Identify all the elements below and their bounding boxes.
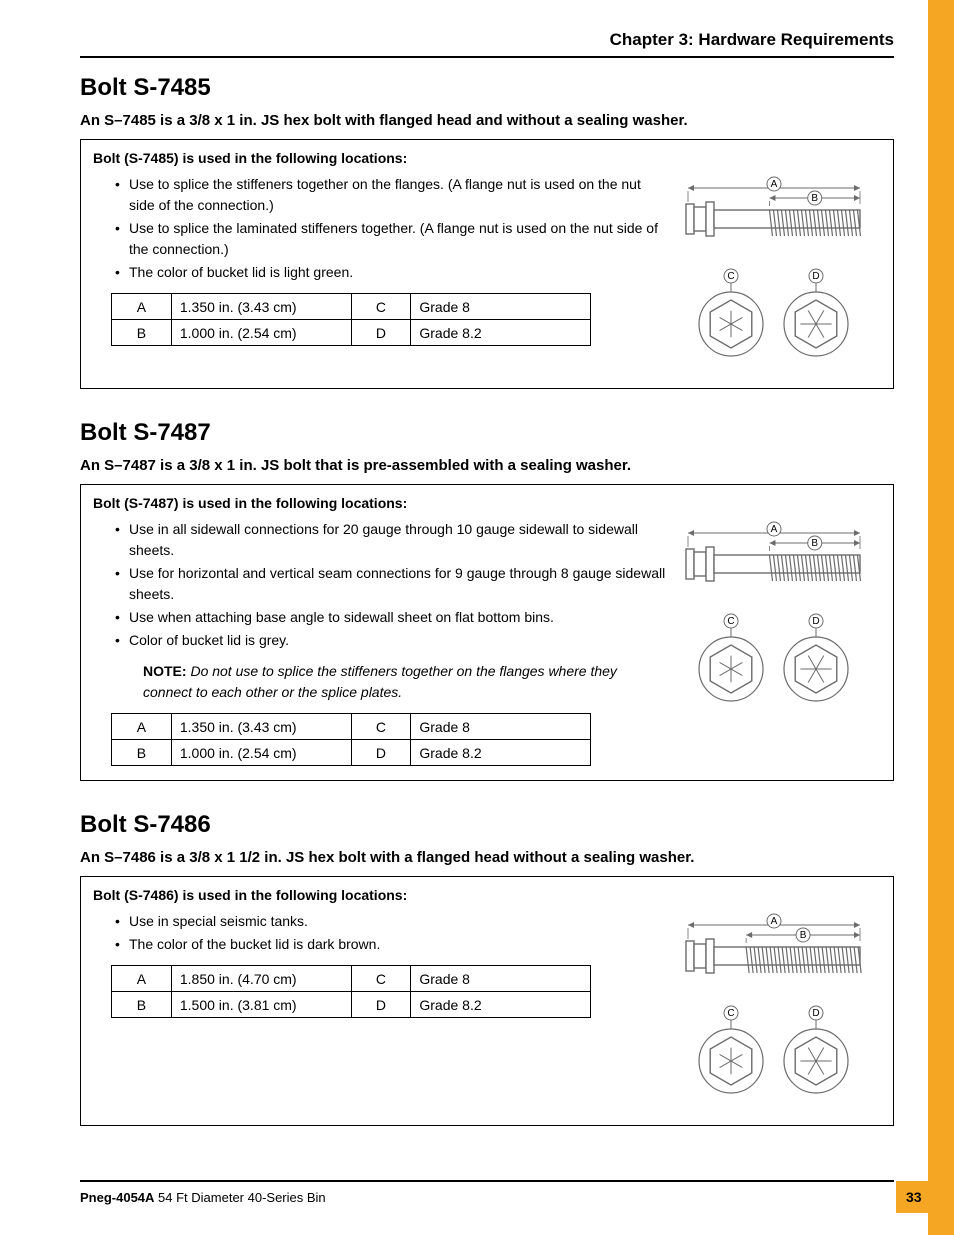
dim-value: 1.500 in. (3.81 cm) (171, 992, 351, 1018)
svg-text:B: B (800, 930, 807, 941)
dim-value: 1.850 in. (4.70 cm) (171, 966, 351, 992)
usage-item: Use when attaching base angle to sidewal… (129, 607, 666, 628)
dim-label: C (351, 714, 411, 740)
bolt-diagram: A B C (676, 911, 881, 1111)
dim-value: 1.000 in. (2.54 cm) (171, 740, 351, 766)
svg-text:D: D (812, 271, 819, 282)
dim-value: 1.350 in. (3.43 cm) (171, 714, 351, 740)
svg-text:D: D (812, 616, 819, 627)
bolt-description: An S–7485 is a 3/8 x 1 in. JS hex bolt w… (80, 112, 894, 129)
usage-item: The color of bucket lid is light green. (129, 262, 666, 283)
page-number: 33 (896, 1181, 954, 1213)
bolt-title: Bolt S-7487 (80, 419, 894, 447)
usage-box: Bolt (S-7486) is used in the following l… (80, 876, 894, 1126)
dim-label: D (351, 740, 411, 766)
usage-box: Bolt (S-7485) is used in the following l… (80, 139, 894, 389)
usage-item: Use in special seismic tanks. (129, 911, 666, 932)
bolt-section: Bolt S-7487 An S–7487 is a 3/8 x 1 in. J… (80, 419, 894, 781)
dim-value: Grade 8.2 (411, 320, 591, 346)
dim-label: B (112, 320, 172, 346)
usage-list: Use to splice the stiffeners together on… (93, 174, 666, 283)
dim-label: D (351, 992, 411, 1018)
usage-item: Use to splice the stiffeners together on… (129, 174, 666, 216)
dim-label: A (112, 714, 172, 740)
footer-doc-title: 54 Ft Diameter 40-Series Bin (154, 1190, 325, 1205)
bolt-title: Bolt S-7485 (80, 74, 894, 102)
usage-list: Use in special seismic tanks.The color o… (93, 911, 666, 955)
dim-label: B (112, 992, 172, 1018)
bolt-title: Bolt S-7486 (80, 811, 894, 839)
bolt-section: Bolt S-7485 An S–7485 is a 3/8 x 1 in. J… (80, 74, 894, 389)
usage-item: Use for horizontal and vertical seam con… (129, 563, 666, 605)
bolt-diagram: A B C (676, 174, 881, 374)
svg-text:A: A (771, 524, 778, 535)
usage-item: Use in all sidewall connections for 20 g… (129, 519, 666, 561)
dim-label: B (112, 740, 172, 766)
dim-value: 1.000 in. (2.54 cm) (171, 320, 351, 346)
usage-item: The color of the bucket lid is dark brow… (129, 934, 666, 955)
usage-box-header: Bolt (S-7486) is used in the following l… (93, 887, 881, 903)
chapter-header: Chapter 3: Hardware Requirements (80, 30, 894, 58)
dim-value: Grade 8 (411, 966, 591, 992)
dim-value: Grade 8.2 (411, 740, 591, 766)
bolt-description: An S–7486 is a 3/8 x 1 1/2 in. JS hex bo… (80, 849, 894, 866)
svg-text:D: D (812, 1008, 819, 1019)
dim-value: Grade 8 (411, 714, 591, 740)
dim-value: Grade 8 (411, 294, 591, 320)
bolt-diagram: A B C (676, 519, 881, 719)
usage-box-header: Bolt (S-7487) is used in the following l… (93, 495, 881, 511)
usage-list: Use in all sidewall connections for 20 g… (93, 519, 666, 651)
dim-label: A (112, 966, 172, 992)
svg-text:C: C (727, 1008, 734, 1019)
accent-sidebar (928, 0, 954, 1235)
usage-box-header: Bolt (S-7485) is used in the following l… (93, 150, 881, 166)
dim-label: A (112, 294, 172, 320)
bolt-description: An S–7487 is a 3/8 x 1 in. JS bolt that … (80, 457, 894, 474)
svg-text:B: B (811, 538, 818, 549)
page-footer: Pneg-4054A 54 Ft Diameter 40-Series Bin … (80, 1180, 894, 1205)
footer-text: Pneg-4054A 54 Ft Diameter 40-Series Bin (80, 1190, 326, 1205)
dim-label: C (351, 966, 411, 992)
svg-text:A: A (771, 179, 778, 190)
dimensions-table: A 1.350 in. (3.43 cm) C Grade 8 B 1.000 … (111, 713, 591, 766)
dim-value: Grade 8.2 (411, 992, 591, 1018)
svg-text:C: C (727, 271, 734, 282)
usage-item: Color of bucket lid is grey. (129, 630, 666, 651)
dimensions-table: A 1.850 in. (4.70 cm) C Grade 8 B 1.500 … (111, 965, 591, 1018)
svg-text:A: A (771, 916, 778, 927)
usage-item: Use to splice the laminated stiffeners t… (129, 218, 666, 260)
footer-doc-id: Pneg-4054A (80, 1190, 154, 1205)
dim-label: D (351, 320, 411, 346)
usage-note: NOTE: Do not use to splice the stiffener… (93, 661, 666, 703)
dim-label: C (351, 294, 411, 320)
dim-value: 1.350 in. (3.43 cm) (171, 294, 351, 320)
svg-text:B: B (811, 193, 818, 204)
bolt-section: Bolt S-7486 An S–7486 is a 3/8 x 1 1/2 i… (80, 811, 894, 1126)
usage-box: Bolt (S-7487) is used in the following l… (80, 484, 894, 781)
dimensions-table: A 1.350 in. (3.43 cm) C Grade 8 B 1.000 … (111, 293, 591, 346)
svg-text:C: C (727, 616, 734, 627)
